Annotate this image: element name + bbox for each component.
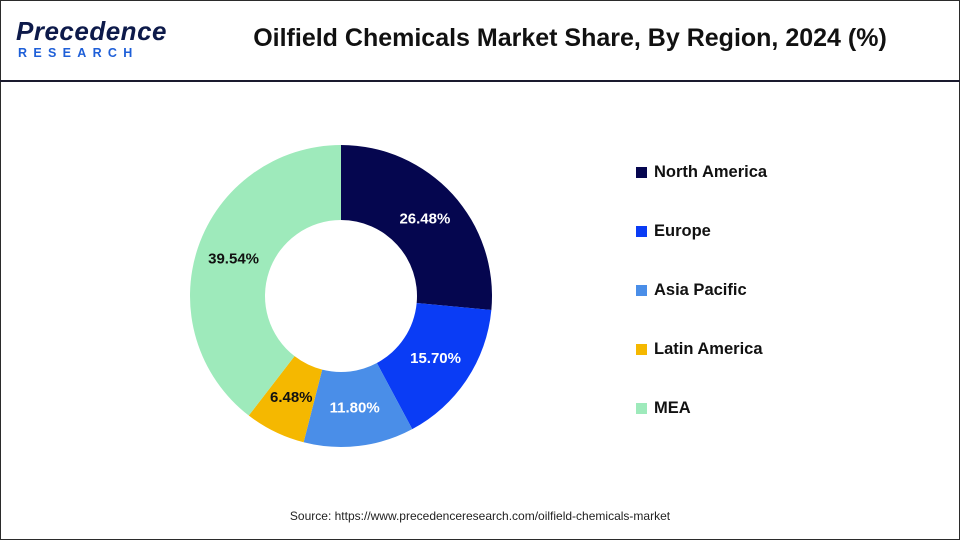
legend-label: North America	[654, 162, 768, 181]
header: Precedence RESEARCH Oilfield Chemicals M…	[0, 0, 960, 80]
legend-swatch	[636, 166, 647, 178]
data-label-mea: 39.54%	[208, 250, 259, 267]
precedence-logo: Precedence RESEARCH	[16, 16, 166, 66]
legend-label: MEA	[654, 398, 691, 417]
slice-latin-america	[248, 356, 323, 443]
legend-swatch	[636, 225, 647, 237]
data-label-europe: 15.70%	[410, 350, 461, 367]
slice-europe	[376, 303, 492, 430]
slice-north-america	[341, 145, 492, 311]
donut-chart: 26.48% 15.70% 11.80% 6.48% 39.54%	[190, 145, 492, 447]
header-divider	[0, 80, 960, 82]
legend-item-mea: MEA	[636, 397, 691, 419]
slice-mea	[190, 145, 341, 416]
legend-swatch	[636, 284, 647, 296]
slice-asia-pacific	[303, 363, 413, 447]
logo-wordmark: Precedence	[16, 16, 167, 46]
legend-item-latin-america: Latin America	[636, 338, 763, 360]
source-note: Source: https://www.precedenceresearch.c…	[289, 509, 671, 523]
chart-title: Oilfield Chemicals Market Share, By Regi…	[253, 24, 887, 52]
legend-item-europe: Europe	[636, 220, 711, 242]
legend-item-asia-pacific: Asia Pacific	[636, 279, 747, 301]
legend-swatch	[636, 343, 647, 355]
legend-item-north-america: North America	[636, 161, 767, 183]
legend-swatch	[636, 402, 647, 414]
data-label-asia-pacific: 11.80%	[330, 400, 380, 417]
logo-subtitle: RESEARCH	[18, 46, 139, 60]
legend-label: Europe	[654, 221, 711, 240]
data-label-latin-america: 6.48%	[270, 389, 313, 406]
legend-label: Latin America	[654, 339, 763, 358]
data-label-north-america: 26.48%	[399, 211, 450, 228]
legend-label: Asia Pacific	[654, 280, 747, 299]
